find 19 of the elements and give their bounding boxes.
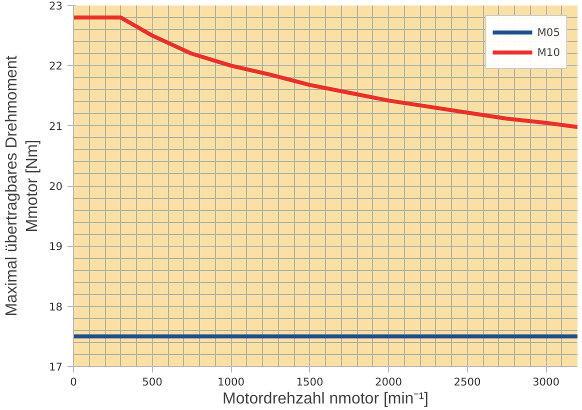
x-tick-label: 0 — [70, 376, 78, 388]
x-tick-label: 500 — [142, 376, 163, 388]
line-series — [74, 16, 578, 130]
x-tick-label: 2000 — [374, 376, 402, 388]
y-tick-label: 20 — [48, 180, 63, 193]
y-tick-label: 22 — [48, 60, 63, 73]
legend-label: M10 — [537, 46, 560, 58]
x-tick-label: 2500 — [454, 376, 482, 388]
x-tick-label: 3000 — [532, 376, 560, 388]
y-tick-label: 23 — [48, 0, 63, 12]
legend-label: M05 — [537, 26, 560, 38]
x-tick-label: 1500 — [296, 376, 324, 388]
x-axis-title: Motordrehzahl nmotor [min⁻¹] — [222, 390, 428, 408]
y-tick-label: 17 — [48, 360, 63, 374]
y-axis-title: Maximal übertragbares Drehmoment Mmotor [Nm] — [4, 55, 41, 316]
y-tick-label: 18 — [48, 300, 63, 314]
x-tick-label: 1000 — [217, 376, 245, 388]
y-tick-label: 21 — [48, 120, 63, 133]
y-tick-label: 19 — [48, 240, 63, 254]
